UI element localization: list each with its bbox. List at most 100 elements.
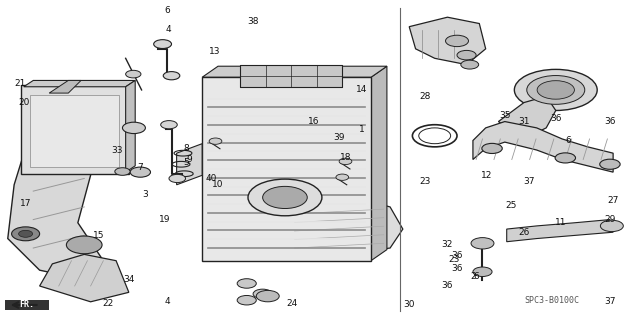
Text: 17: 17 (20, 199, 31, 208)
Text: 39: 39 (333, 133, 345, 142)
Text: 20: 20 (18, 98, 29, 107)
Circle shape (527, 76, 585, 104)
Text: 9: 9 (186, 155, 192, 164)
Circle shape (237, 279, 256, 288)
Text: 25: 25 (506, 201, 517, 210)
Text: FR.: FR. (19, 300, 35, 309)
Text: 22: 22 (103, 299, 114, 308)
Circle shape (67, 236, 102, 254)
FancyBboxPatch shape (202, 77, 371, 261)
Text: 6: 6 (164, 6, 170, 15)
Circle shape (256, 290, 279, 302)
Text: 4: 4 (166, 25, 171, 34)
FancyBboxPatch shape (241, 65, 342, 87)
Circle shape (600, 159, 620, 169)
Circle shape (555, 153, 575, 163)
Circle shape (473, 267, 492, 277)
Text: 38: 38 (247, 18, 259, 26)
Polygon shape (202, 66, 387, 77)
Polygon shape (499, 96, 556, 139)
Text: 26: 26 (518, 228, 529, 237)
Circle shape (482, 143, 502, 153)
Polygon shape (49, 80, 81, 93)
Text: 16: 16 (308, 117, 319, 126)
Circle shape (445, 35, 468, 47)
Text: 36: 36 (451, 251, 463, 260)
Polygon shape (24, 80, 135, 87)
FancyBboxPatch shape (20, 85, 129, 174)
Circle shape (537, 81, 575, 99)
Text: 19: 19 (159, 215, 171, 224)
Text: 14: 14 (356, 85, 367, 94)
Text: 37: 37 (604, 297, 616, 306)
Text: 6: 6 (473, 272, 479, 281)
Text: 5: 5 (183, 158, 189, 167)
FancyBboxPatch shape (30, 95, 119, 167)
Text: 23: 23 (448, 255, 460, 263)
Circle shape (12, 227, 40, 241)
Text: 35: 35 (499, 111, 511, 120)
Text: 10: 10 (212, 180, 224, 189)
Text: 11: 11 (555, 218, 566, 227)
Text: 31: 31 (518, 117, 530, 126)
Text: 7: 7 (138, 163, 143, 172)
Polygon shape (40, 254, 129, 302)
Text: 15: 15 (93, 231, 104, 240)
Circle shape (471, 238, 494, 249)
Text: 36: 36 (451, 264, 463, 273)
Text: 23: 23 (419, 177, 431, 186)
Circle shape (19, 230, 33, 237)
Polygon shape (275, 197, 403, 256)
Text: 12: 12 (481, 171, 493, 180)
Circle shape (461, 60, 479, 69)
Text: 2: 2 (470, 272, 476, 281)
FancyBboxPatch shape (4, 300, 49, 310)
Circle shape (122, 122, 145, 134)
Circle shape (125, 70, 141, 78)
Circle shape (154, 40, 172, 48)
Text: SPC3-B0100C: SPC3-B0100C (524, 296, 579, 305)
Text: 37: 37 (524, 177, 535, 186)
Circle shape (163, 71, 180, 80)
Text: 30: 30 (403, 300, 415, 309)
Circle shape (515, 69, 597, 110)
Text: 1: 1 (358, 125, 364, 134)
Circle shape (600, 220, 623, 232)
Text: 27: 27 (607, 196, 619, 205)
Circle shape (457, 50, 476, 60)
Circle shape (336, 174, 349, 180)
Circle shape (209, 138, 222, 144)
Polygon shape (125, 80, 135, 172)
Text: 36: 36 (604, 117, 616, 126)
Text: 18: 18 (340, 153, 351, 162)
Text: 36: 36 (550, 114, 561, 123)
Circle shape (248, 179, 322, 216)
Polygon shape (409, 17, 486, 65)
Text: 13: 13 (209, 48, 221, 56)
Text: 33: 33 (111, 145, 123, 154)
Text: 21: 21 (15, 79, 26, 88)
Polygon shape (371, 66, 387, 261)
Circle shape (169, 174, 186, 182)
Text: 8: 8 (183, 144, 189, 153)
Text: 29: 29 (604, 215, 616, 224)
Circle shape (161, 121, 177, 129)
Polygon shape (8, 122, 103, 280)
Circle shape (253, 289, 272, 299)
Circle shape (339, 158, 352, 165)
Circle shape (237, 295, 256, 305)
Text: 24: 24 (286, 299, 298, 308)
Circle shape (115, 168, 130, 175)
Text: 4: 4 (164, 297, 170, 306)
Polygon shape (177, 144, 202, 185)
Text: 28: 28 (419, 92, 431, 101)
Text: 32: 32 (442, 241, 453, 249)
Polygon shape (473, 122, 613, 172)
Text: 6: 6 (566, 136, 572, 145)
Circle shape (130, 167, 150, 177)
Text: 36: 36 (442, 281, 453, 291)
Text: 34: 34 (123, 275, 134, 284)
Text: 3: 3 (142, 190, 148, 199)
Text: 40: 40 (206, 174, 218, 183)
Polygon shape (507, 219, 613, 242)
